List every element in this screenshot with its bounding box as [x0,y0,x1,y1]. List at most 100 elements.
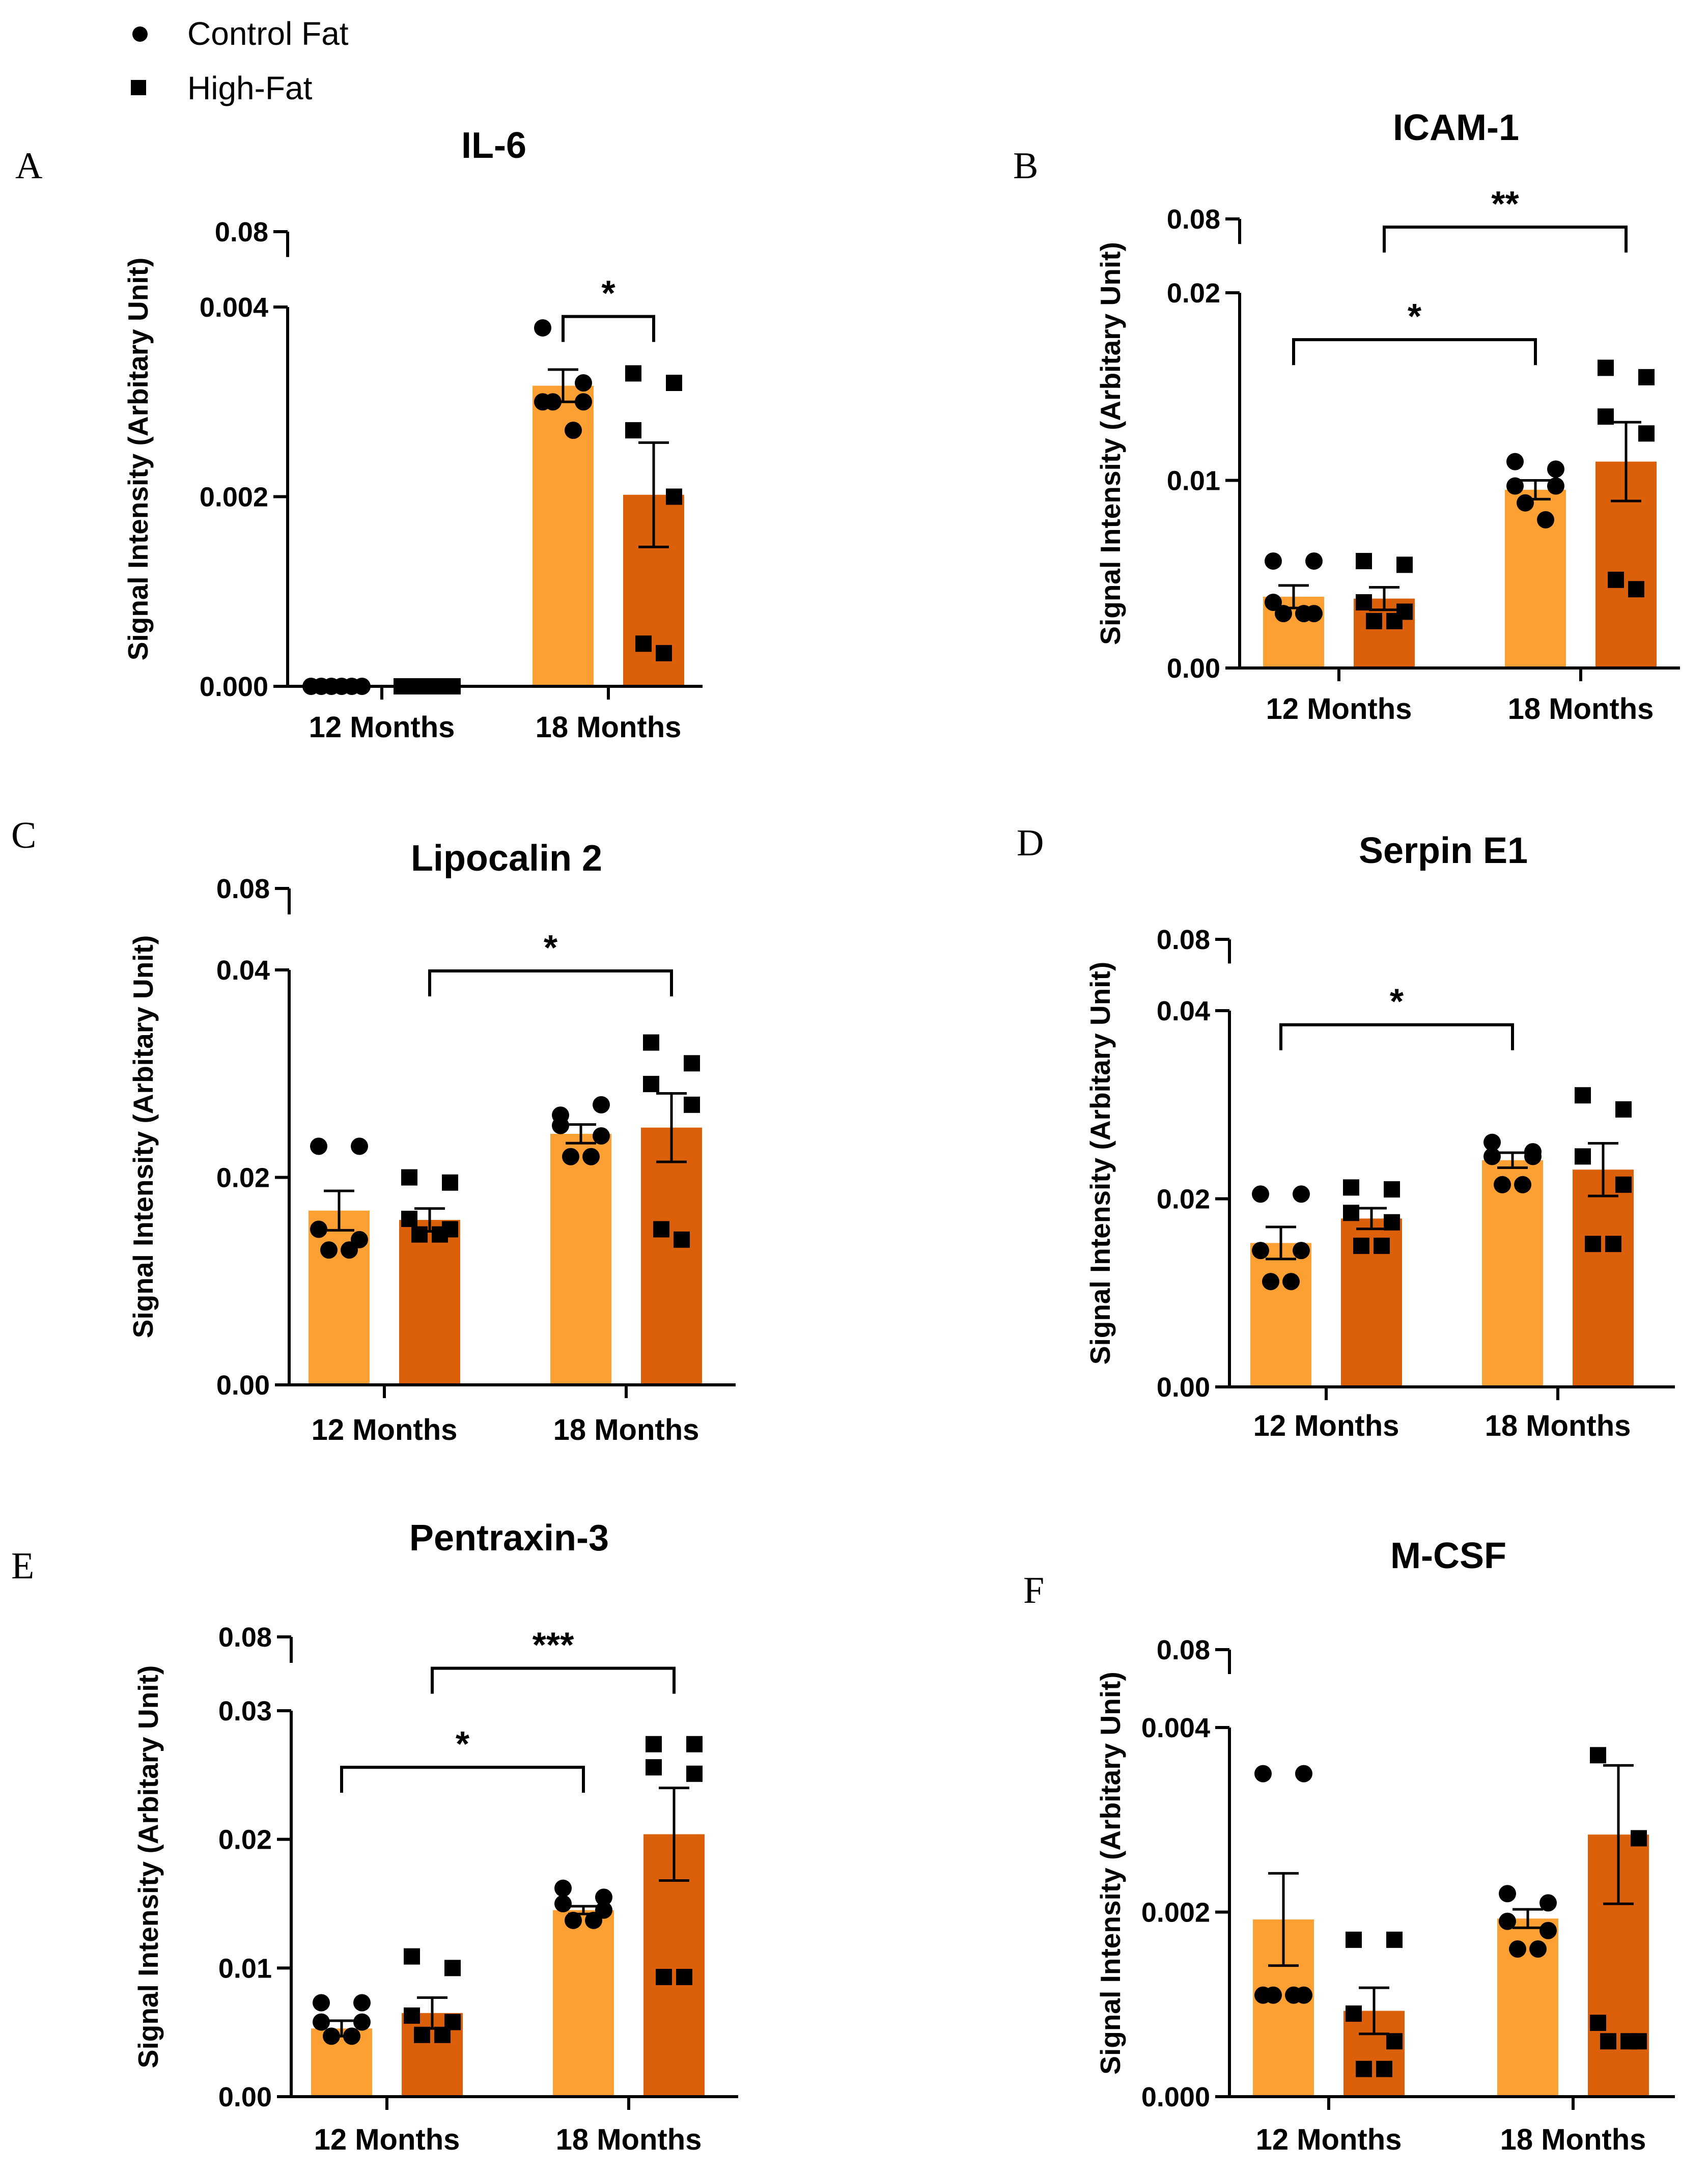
y-tick-label-b-0: 0.00 [1167,653,1220,684]
data-point-d-highfat-0-1 [1384,1181,1400,1198]
significance-bracket-d-0 [1279,1023,1514,1050]
x-category-label-b-1: 18 Months [1508,692,1654,726]
significance-bracket-e-1 [431,1666,676,1694]
legend-highfat-marker [131,80,146,95]
axes-e [277,1635,738,2110]
data-point-d-highfat-1-4 [1585,1236,1601,1252]
panel-letter-f: F [1023,1570,1044,1611]
data-point-f-control-1-2 [1499,1912,1516,1930]
data-point-e-control-0-2 [313,2013,330,2031]
data-point-b-control-1-1 [1547,460,1564,478]
y-break-label-e: 0.08 [218,1622,272,1653]
data-point-c-highfat-0-1 [442,1174,458,1191]
error-bar-c-highfat-1 [656,1092,687,1163]
bar-a-control-1 [533,385,594,686]
data-point-c-control-0-1 [351,1137,368,1155]
data-point-b-highfat-1-5 [1628,581,1644,598]
significance-label-e-0: * [456,1724,470,1764]
y-tick-label-a-1: 0.002 [200,482,268,513]
data-point-e-control-0-5 [343,2027,360,2045]
chart-title-e: Pentraxin-3 [409,1518,609,1558]
data-point-b-highfat-1-0 [1598,359,1614,376]
data-point-c-control-1-2 [552,1117,569,1134]
significance-bracket-b-1 [1383,226,1628,253]
bar-c-highfat-1 [641,1127,702,1385]
bar-d-highfat-0 [1341,1218,1402,1387]
data-point-d-control-1-0 [1483,1133,1501,1151]
data-point-b-highfat-1-4 [1608,571,1624,588]
bar-d-highfat-1 [1573,1169,1634,1387]
bar-d-control-0 [1250,1243,1311,1387]
data-point-a-highfat-1-3 [666,488,682,505]
data-point-d-control-0-0 [1252,1185,1269,1203]
data-point-e-control-0-1 [353,1994,371,2012]
chart-title-a: IL-6 [461,125,526,166]
y-break-label-a: 0.08 [215,217,268,247]
significance-bracket-b-0 [1292,338,1537,366]
data-point-f-highfat-0-3 [1386,2033,1403,2050]
chart-panel-a: A IL-6 Signal Intensity (Arbitary Unit) 0.0… [15,125,703,744]
data-point-d-control-1-4 [1494,1176,1511,1193]
data-point-d-control-0-5 [1282,1273,1300,1291]
data-point-a-highfat-1-2 [625,422,641,439]
error-bar-d-highfat-1 [1588,1141,1618,1198]
data-point-f-control-0-4 [1265,1986,1282,2004]
y-break-label-c: 0.08 [216,874,270,904]
significance-bracket-a-0 [562,315,655,342]
data-point-b-control-0-5 [1295,605,1312,623]
data-point-e-highfat-0-2 [404,2007,420,2024]
data-point-b-control-1-2 [1506,477,1524,495]
error-bar-f-highfat-1 [1603,1764,1634,1905]
data-point-c-control-0-0 [310,1137,327,1155]
data-point-f-highfat-0-2 [1346,2005,1362,2022]
error-bar-f-control-1 [1513,1908,1543,1929]
data-point-d-highfat-1-1 [1615,1101,1632,1118]
data-point-c-control-1-5 [582,1148,600,1165]
bar-e-control-1 [553,1910,614,2097]
data-point-b-highfat-1-2 [1598,408,1614,425]
data-point-c-control-0-2 [310,1220,327,1238]
significance-label-a-0: * [601,273,615,313]
data-point-f-highfat-0-0 [1346,1931,1362,1948]
y-break-label-f: 0.08 [1157,1635,1210,1665]
x-category-label-a-1: 18 Months [536,711,682,744]
chart-panel-f: F M-CSF Signal Intensity (Arbitary Unit) 0.… [1023,1536,1675,2156]
data-point-c-control-0-4 [320,1241,338,1259]
significance-bracket-c-0 [428,969,673,997]
data-point-b-control-0-4 [1275,605,1292,623]
data-point-b-control-1-0 [1506,453,1524,470]
data-point-e-highfat-1-1 [686,1736,703,1752]
data-point-e-highfat-1-3 [686,1765,703,1782]
y-tick-label-e-1: 0.01 [218,1953,272,1984]
chart-title-b: ICAM-1 [1393,107,1519,148]
data-point-b-highfat-1-3 [1638,425,1655,442]
data-point-e-highfat-1-2 [646,1759,662,1776]
y-tick-label-c-2: 0.04 [216,955,270,986]
data-point-a-control-1-5 [565,422,582,439]
data-point-f-control-1-3 [1539,1922,1557,1939]
data-point-d-control-0-2 [1252,1242,1269,1260]
data-point-a-highfat-1-5 [656,645,672,661]
panel-letter-b: B [1013,145,1038,187]
data-point-b-control-1-5 [1537,511,1554,528]
error-bar-c-control-0 [324,1189,354,1232]
significance-label-b-1: ** [1491,184,1519,224]
legend-control-marker [132,26,148,42]
data-point-c-highfat-0-5 [432,1226,448,1243]
error-bar-d-control-1 [1497,1151,1528,1169]
data-point-c-highfat-0-2 [401,1211,417,1227]
data-point-d-highfat-1-3 [1615,1176,1632,1193]
error-bar-e-highfat-1 [659,1787,689,1882]
y-tick-label-a-0: 0.000 [200,672,268,702]
data-point-c-highfat-1-5 [674,1231,690,1248]
x-category-label-e-0: 12 Months [314,2123,460,2156]
data-point-b-control-0-1 [1305,552,1323,570]
bar-c-highfat-0 [399,1220,460,1385]
y-axis-label-b: Signal Intensity (Arbitary Unit) [1095,242,1126,645]
x-category-label-d-1: 18 Months [1485,1409,1631,1442]
error-bar-b-highfat-0 [1369,586,1399,611]
data-point-b-highfat-1-1 [1638,369,1655,385]
y-axis-label-a: Signal Intensity (Arbitary Unit) [122,258,154,660]
data-point-d-highfat-0-0 [1343,1179,1359,1196]
data-point-c-highfat-1-0 [643,1034,659,1051]
